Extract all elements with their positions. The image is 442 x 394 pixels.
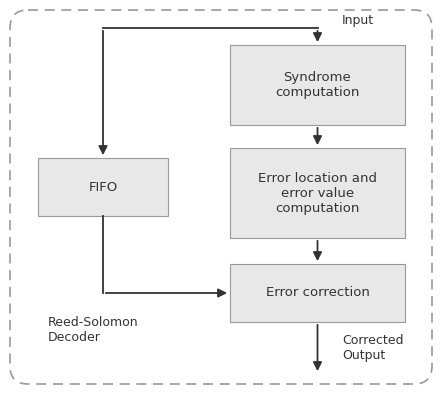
Text: Corrected
Output: Corrected Output xyxy=(342,334,404,362)
FancyBboxPatch shape xyxy=(230,264,405,322)
Text: FIFO: FIFO xyxy=(88,180,118,193)
Text: Error location and
error value
computation: Error location and error value computati… xyxy=(258,171,377,214)
Text: Reed-Solomon
Decoder: Reed-Solomon Decoder xyxy=(48,316,139,344)
FancyBboxPatch shape xyxy=(230,45,405,125)
Text: Input: Input xyxy=(342,13,374,26)
FancyBboxPatch shape xyxy=(230,148,405,238)
Text: Error correction: Error correction xyxy=(266,286,370,299)
FancyBboxPatch shape xyxy=(38,158,168,216)
Text: Syndrome
computation: Syndrome computation xyxy=(275,71,360,99)
